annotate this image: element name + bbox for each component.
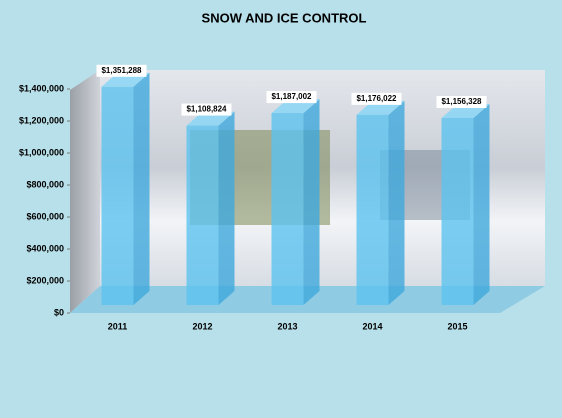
bar-side bbox=[133, 72, 150, 306]
x-tick-label: 2015 bbox=[447, 321, 467, 331]
y-tick-label: $400,000 bbox=[26, 243, 64, 253]
bar bbox=[271, 113, 304, 305]
value-label: $1,156,328 bbox=[441, 97, 482, 106]
bar-side bbox=[473, 103, 490, 305]
y-tick-label: $0 bbox=[54, 307, 64, 317]
y-tick-label: $800,000 bbox=[26, 179, 64, 189]
y-tick-label: $1,000,000 bbox=[19, 147, 64, 157]
bar-side bbox=[218, 111, 235, 305]
value-label: $1,176,022 bbox=[356, 94, 397, 103]
y-tick-label: $1,400,000 bbox=[19, 83, 64, 93]
y-tick-label: $1,200,000 bbox=[19, 115, 64, 125]
value-label: $1,351,288 bbox=[101, 66, 142, 75]
value-label: $1,108,824 bbox=[186, 105, 227, 114]
y-tick-label: $600,000 bbox=[26, 211, 64, 221]
y-tick-label: $200,000 bbox=[26, 275, 64, 285]
value-label-box bbox=[266, 91, 317, 104]
x-tick-label: 2012 bbox=[192, 321, 212, 331]
value-label: $1,187,002 bbox=[271, 92, 312, 101]
bar bbox=[356, 114, 389, 305]
bar bbox=[186, 125, 219, 305]
x-tick-label: 2011 bbox=[108, 321, 128, 331]
bar bbox=[101, 86, 134, 306]
value-label-box bbox=[96, 64, 147, 77]
bar-side bbox=[303, 99, 320, 305]
chart-title: SNOW AND ICE CONTROL bbox=[202, 10, 367, 25]
bar-side bbox=[388, 100, 405, 305]
value-label-box bbox=[181, 103, 232, 116]
x-tick-label: 2014 bbox=[362, 321, 382, 331]
bar bbox=[441, 117, 474, 305]
side-wall bbox=[70, 70, 100, 313]
value-label-box bbox=[436, 95, 487, 108]
x-tick-label: 2013 bbox=[277, 321, 297, 331]
value-label-box bbox=[351, 92, 402, 105]
